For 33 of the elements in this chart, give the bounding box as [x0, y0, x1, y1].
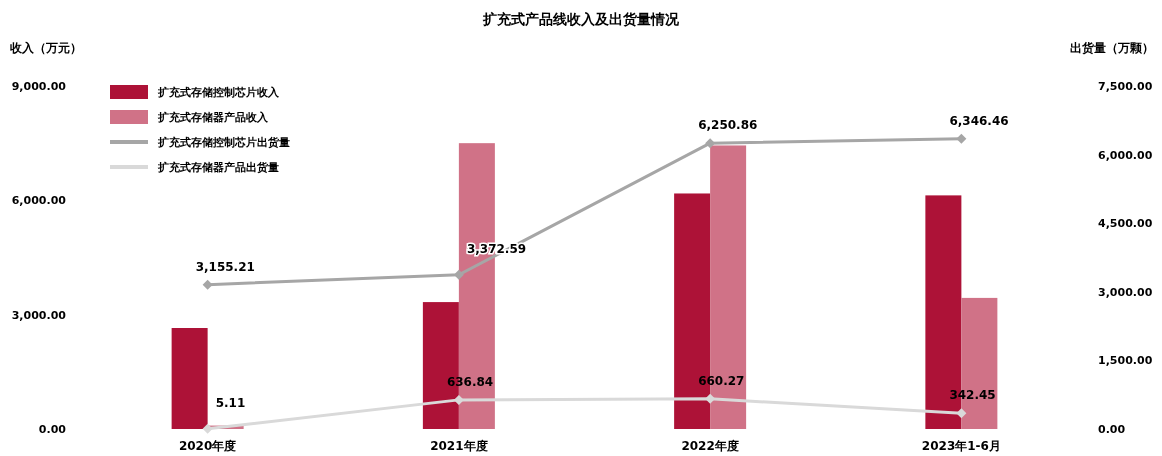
- data-label: 6,346.46: [949, 113, 1009, 128]
- data-label: 660.27: [698, 373, 745, 388]
- x-tick-label: 2021年度: [430, 439, 488, 453]
- x-tick-label: 2023年1-6月: [921, 439, 1001, 453]
- y-tick-label: 0.00: [38, 423, 67, 436]
- y2-tick-label: 1,500.00: [1098, 354, 1153, 368]
- y-axis-title: 收入（万元）: [10, 41, 82, 55]
- y-tick-label: 3,000.00: [11, 308, 67, 322]
- chart-title: 扩充式产品线收入及出货量情况: [482, 11, 680, 27]
- y-tick-label: 9,000.00: [11, 80, 67, 93]
- legend-label: 扩充式存储器产品出货量: [157, 161, 279, 174]
- point: [956, 133, 967, 144]
- legend-label: 扩充式存储控制芯片收入: [157, 86, 280, 99]
- y2-tick-label: 7,500.00: [1098, 80, 1153, 93]
- data-label: 3,155.21: [195, 259, 255, 274]
- y2-tick-label: 3,000.00: [1098, 285, 1153, 299]
- y2-tick-label: 0.00: [1098, 423, 1126, 436]
- legend-label: 扩充式存储控制芯片出货量: [157, 136, 290, 149]
- y2-tick-label: 6,000.00: [1098, 148, 1153, 162]
- point: [956, 408, 967, 419]
- data-label: 5.11: [215, 395, 246, 410]
- data-label: 342.45: [949, 388, 996, 403]
- point: [202, 279, 213, 290]
- x-tick-label: 2022年度: [681, 439, 739, 453]
- data-label: 636.84: [446, 374, 494, 389]
- x-tick-label: 2020年度: [178, 439, 237, 453]
- data-label: 3,372.59: [466, 241, 527, 256]
- legend-label: 扩充式存储器产品收入: [157, 111, 269, 124]
- data-label: 6,250.86: [698, 118, 758, 133]
- bar: [171, 328, 208, 429]
- y-tick-label: 6,000.00: [11, 194, 67, 208]
- y2-axis-title: 出货量（万颗）: [1070, 41, 1154, 55]
- y2-tick-label: 4,500.00: [1098, 217, 1153, 231]
